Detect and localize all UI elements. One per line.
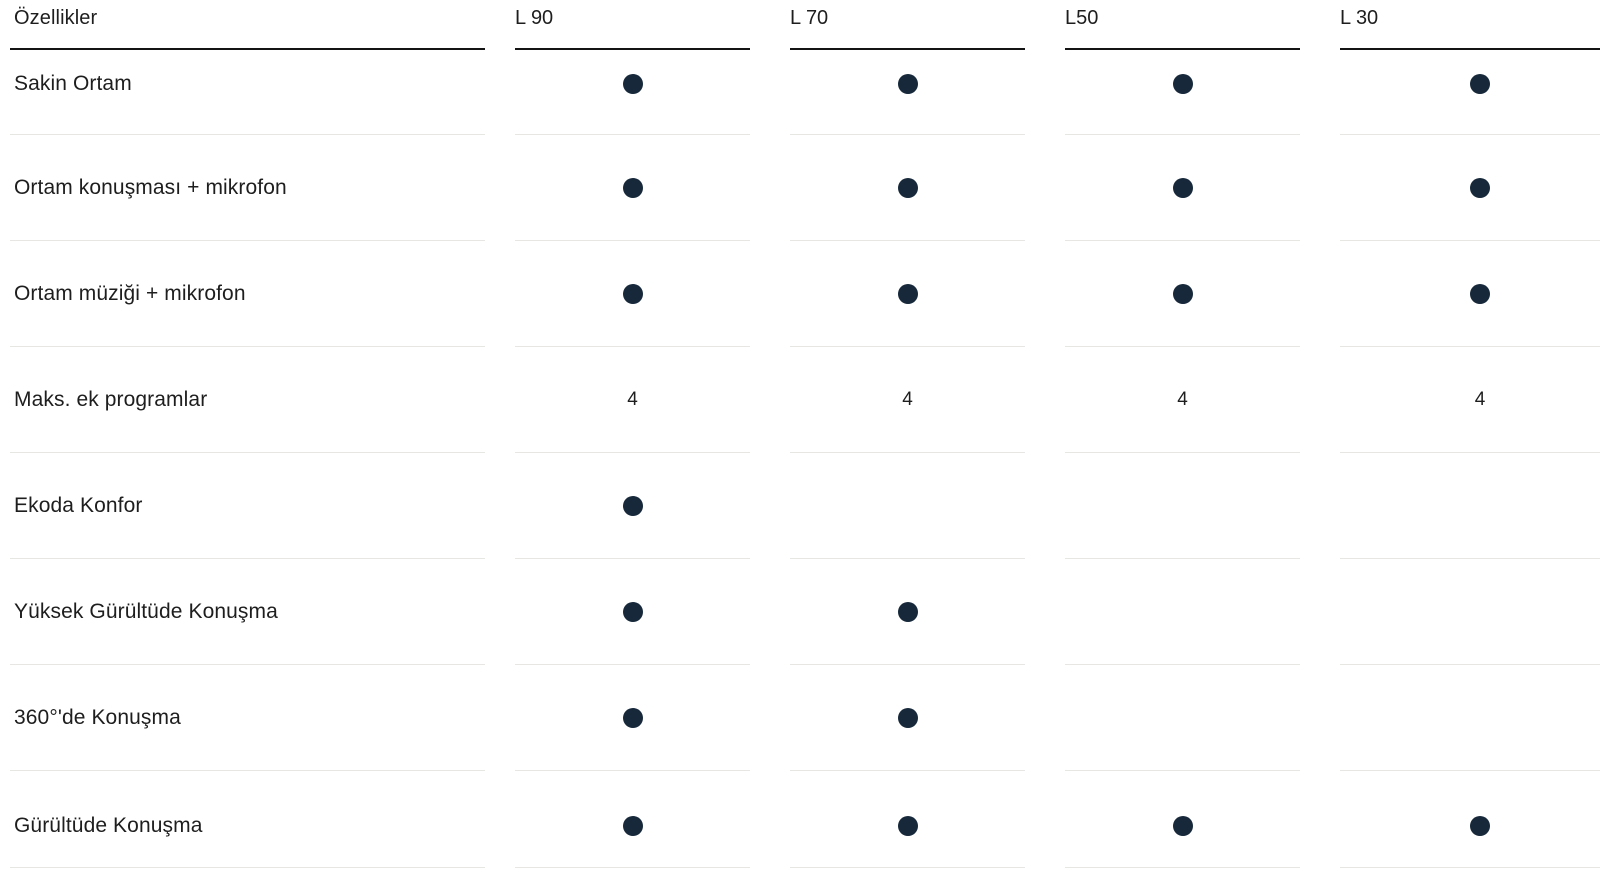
- feature-value-cell: 4: [1065, 347, 1300, 453]
- table-row: Gürültüde Konuşma: [10, 771, 1600, 868]
- model-column-header-label: L 70: [790, 7, 829, 29]
- feature-label: Yüksek Gürültüde Konuşma: [10, 559, 485, 665]
- model-column-header-label: L 90: [515, 7, 554, 29]
- included-dot-icon: [622, 283, 643, 304]
- included-dot-icon: [1172, 74, 1193, 94]
- included-dot-icon: [622, 707, 643, 728]
- feature-value-cell: 4: [790, 347, 1025, 453]
- feature-value-cell: [790, 453, 1025, 559]
- feature-value-cell: [790, 665, 1025, 771]
- feature-value-cell: [1065, 135, 1300, 241]
- model-column-header-label: L50: [1065, 7, 1099, 29]
- feature-value-cell: [515, 559, 750, 665]
- feature-value-cell: [515, 771, 750, 868]
- feature-value-cell: [1065, 771, 1300, 868]
- included-dot-icon: [1470, 283, 1490, 304]
- included-dot-icon: [622, 495, 643, 516]
- feature-value-cell: [1065, 559, 1300, 665]
- included-dot-icon: [897, 74, 918, 94]
- features-column-header: Özellikler: [10, 0, 485, 50]
- value-text: 4: [1177, 388, 1188, 410]
- model-column-header-l50: L50: [1065, 0, 1300, 50]
- feature-value-cell: [1340, 559, 1600, 665]
- table-body: Sakin Ortam Ortam konuşması + mikrofon Ort…: [10, 50, 1600, 868]
- included-dot-icon: [1172, 283, 1193, 304]
- feature-value-cell: [790, 559, 1025, 665]
- table-header-row: Özellikler L 90 L 70 L50 L 30: [10, 0, 1600, 50]
- included-dot-icon: [897, 177, 918, 198]
- feature-label: Ekoda Konfor: [10, 453, 485, 559]
- feature-value-cell: [515, 241, 750, 347]
- feature-value-cell: [515, 50, 750, 135]
- feature-label: Maks. ek programlar: [10, 347, 485, 453]
- included-dot-icon: [622, 74, 643, 94]
- feature-value-cell: 4: [1340, 347, 1600, 453]
- value-text: 4: [627, 388, 638, 410]
- feature-value-cell: [1065, 665, 1300, 771]
- feature-value-cell: [1340, 50, 1600, 135]
- table-row: Ortam konuşması + mikrofon: [10, 135, 1600, 241]
- table-row: Sakin Ortam: [10, 50, 1600, 135]
- feature-value-cell: [1065, 453, 1300, 559]
- model-column-header-l90: L 90: [515, 0, 750, 50]
- feature-value-cell: 4: [515, 347, 750, 453]
- model-column-header-l30: L 30: [1340, 0, 1600, 50]
- feature-value-cell: [515, 665, 750, 771]
- included-dot-icon: [622, 177, 643, 198]
- feature-value-cell: [515, 135, 750, 241]
- feature-value-cell: [1065, 241, 1300, 347]
- included-dot-icon: [622, 816, 643, 836]
- included-dot-icon: [622, 601, 643, 622]
- feature-value-cell: [1340, 135, 1600, 241]
- feature-value-cell: [790, 50, 1025, 135]
- included-dot-icon: [897, 707, 918, 728]
- feature-value-cell: [1340, 771, 1600, 868]
- feature-value-cell: [1340, 241, 1600, 347]
- model-column-header-l70: L 70: [790, 0, 1025, 50]
- table-row: 360°'de Konuşma: [10, 665, 1600, 771]
- model-column-header-label: L 30: [1340, 7, 1379, 29]
- included-dot-icon: [1172, 177, 1193, 198]
- table-row: Maks. ek programlar 4 4 4 4: [10, 347, 1600, 453]
- feature-value-cell: [790, 771, 1025, 868]
- feature-label: Ortam konuşması + mikrofon: [10, 135, 485, 241]
- included-dot-icon: [897, 283, 918, 304]
- table-row: Yüksek Gürültüde Konuşma: [10, 559, 1600, 665]
- features-column-header-label: Özellikler: [14, 7, 98, 29]
- feature-value-cell: [1065, 50, 1300, 135]
- included-dot-icon: [897, 816, 918, 836]
- included-dot-icon: [1470, 74, 1490, 94]
- feature-label: 360°'de Konuşma: [10, 665, 485, 771]
- included-dot-icon: [897, 601, 918, 622]
- feature-label: Sakin Ortam: [10, 50, 485, 135]
- feature-value-cell: [790, 241, 1025, 347]
- table-row: Ortam müziği + mikrofon: [10, 241, 1600, 347]
- feature-label: Gürültüde Konuşma: [10, 771, 485, 868]
- feature-label: Ortam müziği + mikrofon: [10, 241, 485, 347]
- feature-value-cell: [790, 135, 1025, 241]
- feature-value-cell: [1340, 453, 1600, 559]
- feature-value-cell: [1340, 665, 1600, 771]
- included-dot-icon: [1172, 816, 1193, 836]
- value-text: 4: [902, 388, 913, 410]
- included-dot-icon: [1470, 816, 1490, 836]
- feature-value-cell: [515, 453, 750, 559]
- table-row: Ekoda Konfor: [10, 453, 1600, 559]
- value-text: 4: [1474, 388, 1486, 410]
- included-dot-icon: [1470, 177, 1490, 198]
